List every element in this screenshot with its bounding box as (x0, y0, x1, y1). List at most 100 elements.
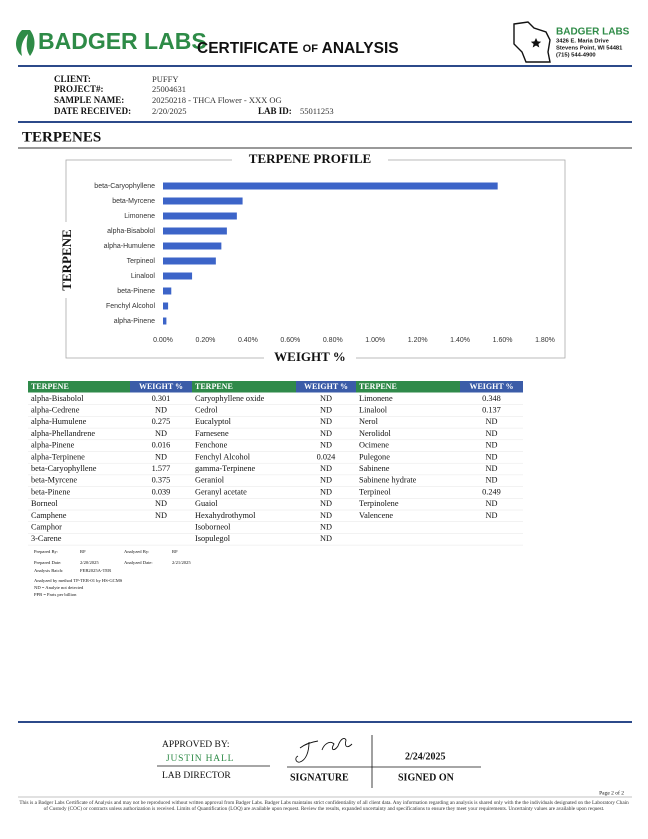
weight-cell: 0.275 (152, 417, 171, 426)
weight-cell: ND (320, 405, 332, 414)
header-cell (28, 381, 130, 393)
terpene-cell: Limonene (359, 394, 393, 403)
terpene-cell: Isopulegol (195, 534, 231, 543)
header-cell (356, 381, 460, 393)
label-bg (60, 222, 76, 298)
weight-cell: ND (320, 487, 332, 496)
y-tick-label: Limonene (124, 213, 155, 220)
note-value: 2/20/2025 (80, 560, 99, 565)
signature-label: SIGNATURE (290, 772, 349, 783)
weight-cell: ND (155, 429, 167, 438)
chart-title: TERPENE PROFILE (249, 151, 371, 166)
weight-cell: ND (320, 534, 332, 543)
approved-label: APPROVED BY: (162, 740, 230, 750)
weight-cell: ND (320, 417, 332, 426)
title-bg (232, 152, 388, 168)
bar (163, 182, 498, 190)
weight-cell: ND (320, 464, 332, 473)
header-cell (192, 381, 296, 393)
x-axis-label: WEIGHT % (274, 349, 346, 364)
weight-cell: 1.577 (152, 464, 171, 473)
x-tick-label: 1.60% (493, 337, 513, 344)
divider (18, 721, 632, 723)
weight-cell: 0.301 (152, 394, 171, 403)
x-tick-label: 0.40% (238, 337, 258, 344)
title-word: ANALYSIS (322, 40, 399, 57)
weight-cell: ND (486, 476, 498, 485)
note-text: Analyzed by method TP-TER-01 by HS-GCMS (34, 578, 123, 583)
weight-cell: ND (320, 429, 332, 438)
weight-cell: 0.039 (152, 487, 171, 496)
terpene-cell: Isoborneol (195, 522, 231, 531)
bar (163, 197, 243, 205)
terpene-cell: Caryophyllene oxide (195, 394, 265, 403)
brand: BADGER LABS (38, 28, 207, 54)
weight-cell: 0.024 (317, 452, 337, 461)
note-label: Analysis Batch: (34, 568, 63, 573)
terpene-cell: Guaiol (195, 499, 218, 508)
terpene-cell: Pulegone (359, 452, 390, 461)
weight-cell: ND (320, 476, 332, 485)
weight-cell: ND (320, 511, 332, 520)
section-title: TERPENES (22, 129, 101, 145)
weight-cell: ND (486, 499, 498, 508)
disclaimer: This is a Badger Labs Certificate of Ana… (19, 800, 629, 813)
bar (163, 257, 216, 265)
note-value: FEB2025A-TER (80, 568, 112, 573)
weight-cell: ND (155, 511, 167, 520)
approver: JUSTIN HALL (166, 754, 234, 764)
y-tick-label: Terpineol (127, 258, 156, 265)
terpene-cell: beta-Myrcene (31, 476, 77, 485)
address-line: Stevens Point, WI 54481 (556, 46, 623, 52)
weight-cell: ND (486, 511, 498, 520)
x-tick-label: 0.80% (323, 337, 343, 344)
divider (18, 121, 632, 123)
y-tick-label: Linalool (131, 273, 156, 280)
column-header: TERPENE (195, 382, 233, 391)
note-text: ND = Analyte not detected (34, 585, 84, 590)
address-line: (715) 544-4900 (556, 53, 596, 59)
note-label: Analyzed Date: (124, 560, 153, 565)
address-name: BADGER LABS (556, 27, 630, 38)
signature-mark (295, 737, 353, 763)
y-axis-label: TERPENE (59, 229, 74, 290)
terpene-cell: Farnesene (195, 429, 229, 438)
y-tick-label: alpha-Pinene (114, 318, 155, 325)
terpene-cell: 3-Carene (31, 534, 62, 543)
column-header: TERPENE (359, 382, 397, 391)
header-cell (460, 381, 523, 393)
terpene-cell: alpha-Bisabolol (31, 394, 84, 403)
info-label: LAB ID: (258, 106, 292, 116)
bar (163, 302, 169, 310)
header-cell (130, 381, 192, 393)
y-tick-label: beta-Myrcene (112, 198, 155, 205)
info-value: 25004631 (152, 84, 186, 94)
column-header: WEIGHT % (469, 382, 513, 391)
bar (163, 287, 172, 295)
terpene-cell: Nerolidol (359, 429, 391, 438)
terpene-cell: Hexahydrothymol (195, 511, 256, 520)
terpene-cell: Linalool (359, 405, 388, 414)
info-value: 2/20/2025 (152, 106, 186, 116)
terpene-cell: Fenchyl Alcohol (195, 452, 251, 461)
terpene-cell: gamma-Terpinene (195, 464, 256, 473)
terpene-cell: Eucalyptol (195, 417, 232, 426)
weight-cell: ND (320, 394, 332, 403)
terpene-cell: Camphor (31, 522, 62, 531)
notes: Prepared By: RF Analyzed By: RF Prepared… (34, 549, 191, 597)
terpene-cell: Borneol (31, 499, 58, 508)
column-header: TERPENE (31, 382, 69, 391)
terpene-cell: Terpinolene (359, 499, 399, 508)
terpene-cell: alpha-Humulene (31, 417, 87, 426)
y-tick-label: beta-Caryophyllene (94, 183, 155, 190)
terpene-cell: Geraniol (195, 476, 225, 485)
terpene-cell: Fenchone (195, 441, 228, 450)
weight-cell: ND (486, 452, 498, 461)
title-word: CERTIFICATE (197, 40, 298, 57)
weight-cell: ND (155, 499, 167, 508)
terpene-cell: Cedrol (195, 405, 218, 414)
weight-cell: 0.375 (152, 476, 171, 485)
x-tick-label: 0.00% (153, 337, 173, 344)
